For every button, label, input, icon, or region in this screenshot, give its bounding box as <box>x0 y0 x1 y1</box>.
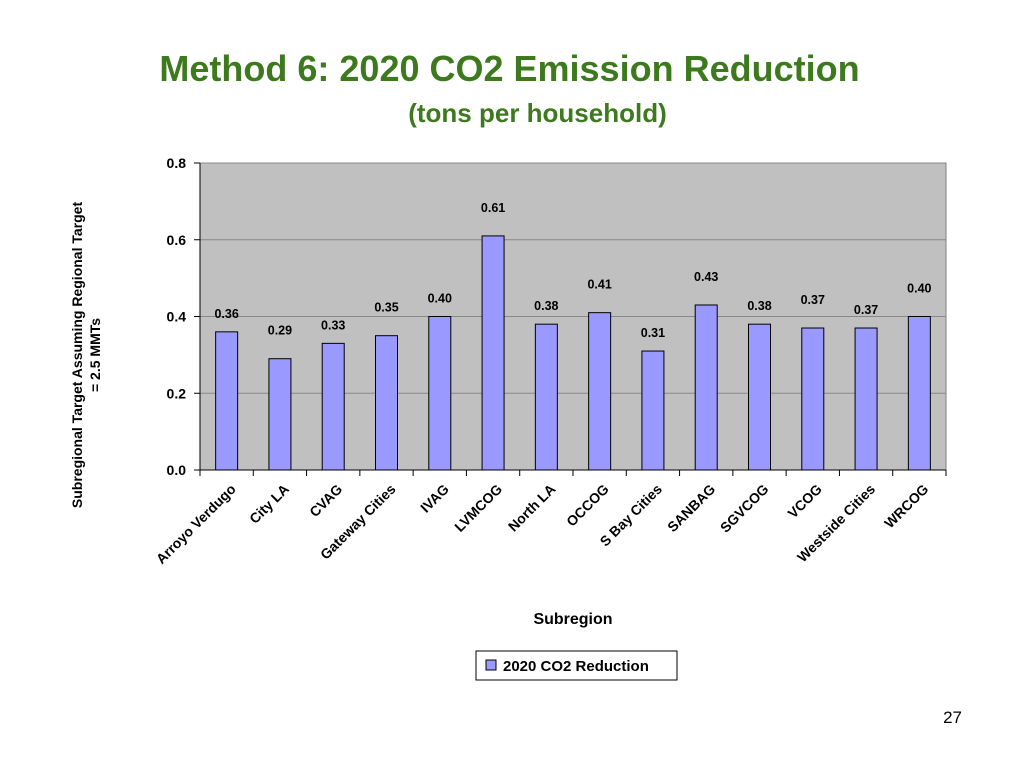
bar <box>694 304 718 471</box>
bar-value-label: 0.61 <box>481 201 505 215</box>
x-category-label: SANBAG <box>664 481 718 535</box>
legend: 2020 CO2 Reduction <box>475 650 678 681</box>
bar-value-label: 0.41 <box>587 278 611 292</box>
bar <box>215 331 239 471</box>
bar <box>534 323 558 471</box>
bar-value-label: 0.38 <box>534 299 558 313</box>
bar <box>588 312 612 471</box>
x-category-label: City LA <box>246 481 292 527</box>
y-tick-label: 0.8 <box>167 155 187 171</box>
bar <box>321 342 345 471</box>
bar-value-label: 0.37 <box>801 293 825 307</box>
x-category-label: IVAG <box>417 481 452 516</box>
x-category-label: North LA <box>505 481 559 535</box>
y-tick-label: 0.6 <box>167 232 187 248</box>
x-category-label: WRCOG <box>881 481 931 531</box>
x-category-label: OCCOG <box>563 481 612 530</box>
bar <box>801 327 825 471</box>
legend-box <box>475 650 678 681</box>
bar-value-label: 0.33 <box>321 318 345 332</box>
bar <box>428 316 452 471</box>
y-axis: 0.0 0.2 0.4 0.6 0.8 <box>167 155 201 478</box>
bar-value-label: 0.38 <box>747 299 771 313</box>
bar-value-label: 0.40 <box>907 282 931 296</box>
x-axis-title: Subregion <box>533 611 612 628</box>
y-axis-title-line: Subregional Target Assuming Regional Tar… <box>69 202 85 509</box>
bar-labels: 0.36 0.29 0.33 0.35 0.40 0.61 0.38 0.41 0.31 0.43… <box>214 201 931 340</box>
page-number: 27 <box>943 708 962 727</box>
bars <box>215 235 931 471</box>
bar <box>375 335 398 471</box>
bar-value-label: 0.29 <box>268 324 292 338</box>
x-category-label: LVMCOG <box>451 481 505 535</box>
y-tick-label: 0.4 <box>167 309 187 325</box>
bar-value-label: 0.36 <box>214 307 238 321</box>
bar-value-label: 0.31 <box>641 326 665 340</box>
x-category-label: CVAG <box>306 481 345 520</box>
x-category-label: SGVCOG <box>717 481 772 536</box>
y-axis-title-line: = 2.5 MMTs <box>87 318 103 392</box>
slide-title: Method 6: 2020 CO2 Emission Reduction <box>159 48 860 89</box>
y-tick-label: 0.0 <box>167 462 187 478</box>
bar <box>907 316 931 471</box>
y-axis-title: Subregional Target Assuming Regional Tar… <box>69 202 103 509</box>
bar-value-label: 0.35 <box>374 301 398 315</box>
bar-value-label: 0.43 <box>694 270 718 284</box>
bar <box>748 323 771 471</box>
bar-value-label: 0.37 <box>854 303 878 317</box>
bar <box>854 327 878 471</box>
slide-subtitle: (tons per household) <box>408 98 667 128</box>
bar <box>641 350 665 471</box>
bar <box>481 235 505 471</box>
legend-label: 2020 CO2 Reduction <box>503 658 649 675</box>
bar <box>268 358 292 471</box>
legend-swatch <box>485 659 497 671</box>
y-tick-label: 0.2 <box>167 385 187 401</box>
x-category-label: Arroyo Verdugo <box>153 481 239 567</box>
x-category-label: VCOG <box>784 481 825 522</box>
bar-value-label: 0.40 <box>428 292 452 306</box>
